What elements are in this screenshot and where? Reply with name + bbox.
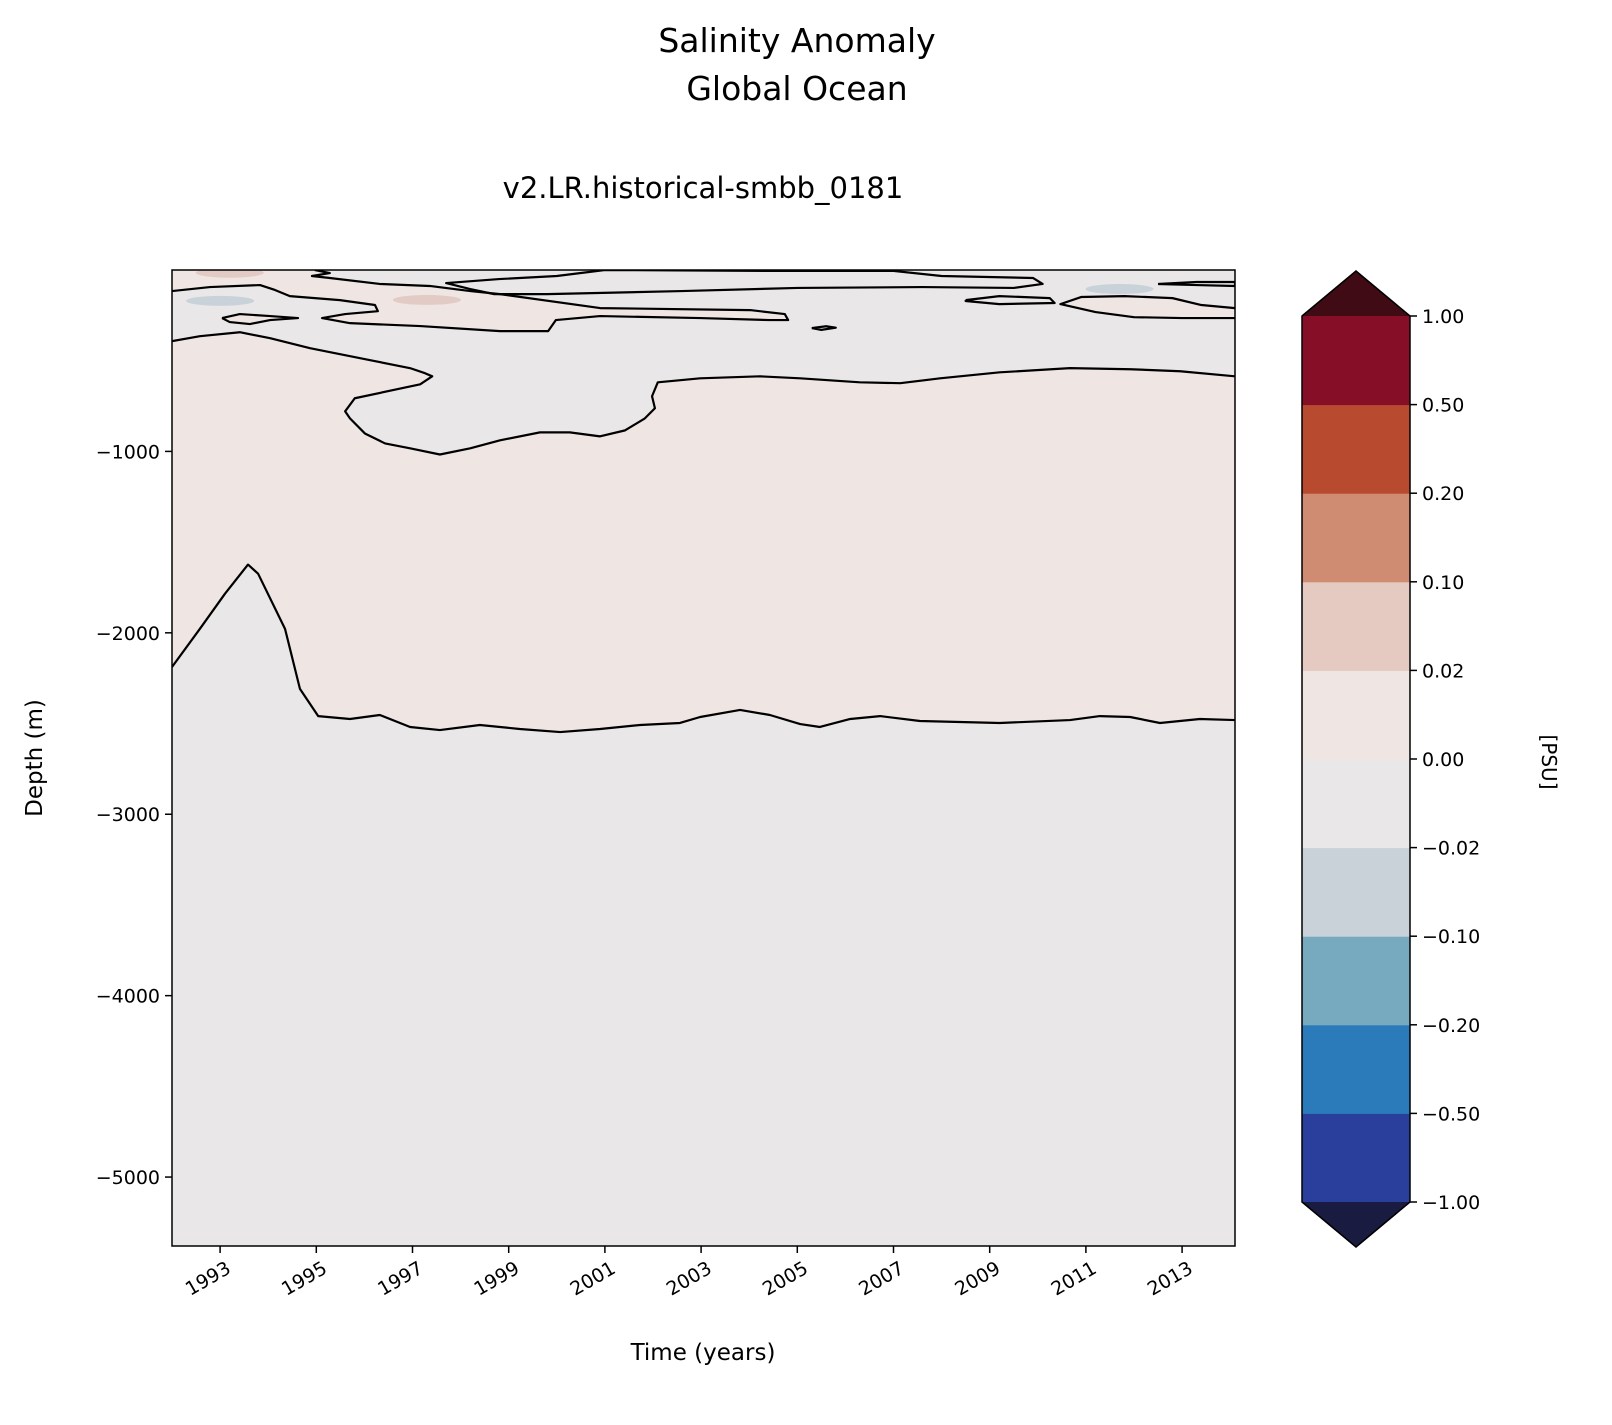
positive-region — [172, 332, 1235, 733]
chart-title-line2: Global Ocean — [686, 69, 907, 108]
x-tick-label: 1997 — [374, 1257, 427, 1300]
y-axis-label: Depth (m) — [22, 699, 48, 817]
x-tick-label: 1993 — [182, 1257, 235, 1300]
colorbar-segment — [1302, 404, 1410, 494]
zero-contour-line — [1059, 295, 1235, 320]
colorbar-tick-label: −0.50 — [1422, 1103, 1480, 1125]
zero-contour-line — [964, 295, 1056, 306]
colorbar-tick-label: 0.50 — [1422, 395, 1464, 417]
zero-contour-line — [445, 270, 1044, 296]
x-axis-label: Time (years) — [630, 1340, 776, 1366]
x-tick-label: 1999 — [470, 1257, 523, 1300]
x-axis: 1993 1995 1997 1999 2001 2003 2005 2007 2009 2011… — [182, 1246, 1197, 1301]
y-tick-label: −2000 — [96, 623, 160, 645]
zero-contour-line — [172, 270, 790, 333]
zero-contour-line — [221, 312, 300, 326]
x-tick-label: 2003 — [663, 1257, 716, 1300]
zero-contour-line — [811, 325, 837, 331]
colorbar: −1.00 −0.50 −0.20 −0.10 −0.02 0.00 0.02 0.10 0.2… — [1301, 270, 1480, 1248]
zero-contour-line — [1157, 280, 1235, 288]
colorbar-over-extension — [1302, 271, 1410, 316]
anomaly-patch — [186, 295, 255, 306]
colorbar-segment — [1302, 1113, 1410, 1203]
colorbar-segment — [1302, 936, 1410, 1026]
colorbar-segment — [1302, 581, 1410, 671]
plot-frame — [171, 269, 1236, 1247]
x-tick-label: 2013 — [1144, 1257, 1197, 1300]
colorbar-tick-label: −0.20 — [1422, 1015, 1480, 1037]
y-tick-label: −3000 — [96, 804, 160, 826]
anomaly-patch — [1085, 284, 1154, 295]
x-tick-label: 2001 — [567, 1257, 620, 1300]
colorbar-segment — [1302, 670, 1410, 760]
colorbar-tick-label: 0.20 — [1422, 483, 1464, 505]
chart-title-line1: Salinity Anomaly — [658, 21, 935, 60]
colorbar-segment — [1302, 847, 1410, 937]
colorbar-label: [PSU] — [1537, 735, 1561, 790]
x-tick-label: 2005 — [759, 1257, 812, 1300]
colorbar-tick-label: 0.02 — [1422, 660, 1464, 682]
colorbar-segment — [1302, 493, 1410, 583]
anomaly-patch — [195, 270, 264, 278]
colorbar-tick-label: −1.00 — [1422, 1192, 1480, 1214]
plot-area — [172, 270, 1235, 1246]
x-tick-label: 1995 — [278, 1257, 331, 1300]
colorbar-tick-label: 0.00 — [1422, 749, 1464, 771]
colorbar-tick-label: 1.00 — [1422, 306, 1464, 328]
zero-contour-line — [172, 331, 1235, 456]
zero-contour-line — [172, 563, 1235, 734]
y-tick-label: −1000 — [96, 441, 160, 463]
positive-lens — [222, 314, 299, 325]
colorbar-segment — [1302, 316, 1410, 406]
colorbar-tick-label: 0.10 — [1422, 572, 1464, 594]
y-tick-label: −4000 — [96, 986, 160, 1008]
y-tick-label: −5000 — [96, 1167, 160, 1189]
colorbar-under-extension — [1302, 1202, 1410, 1247]
x-tick-label: 2007 — [855, 1257, 908, 1300]
colorbar-segment — [1302, 1024, 1410, 1114]
x-tick-label: 2011 — [1048, 1257, 1101, 1300]
anomaly-patch — [392, 294, 461, 305]
chart-subtitle: v2.LR.historical-smbb_0181 — [503, 171, 904, 205]
colorbar-segment — [1302, 759, 1410, 849]
colorbar-tick-label: −0.02 — [1422, 838, 1480, 860]
colorbar-tick-label: −0.10 — [1422, 926, 1480, 948]
x-tick-label: 2009 — [951, 1257, 1004, 1300]
y-axis: −1000 −2000 −3000 −4000 −5000 — [96, 441, 172, 1189]
